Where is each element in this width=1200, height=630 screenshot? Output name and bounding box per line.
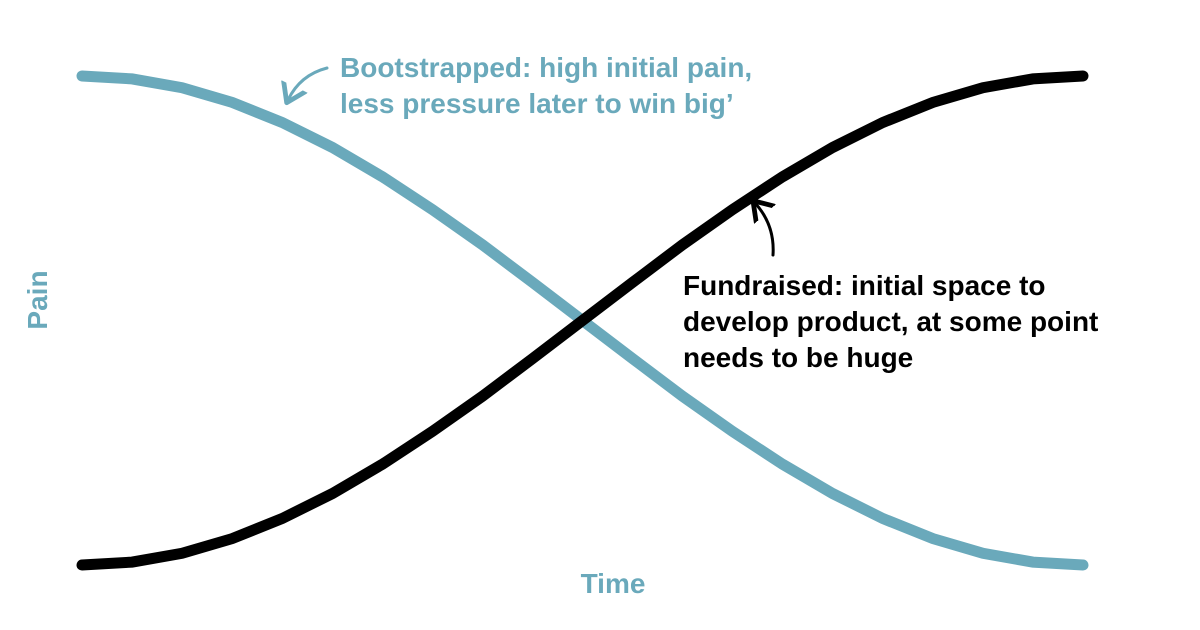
fundraised-arrow [755, 203, 773, 257]
x-axis-label: Time [581, 568, 646, 599]
series-line-fundraised [76, 70, 1089, 571]
bootstrapped-arrow [288, 66, 329, 100]
fundraised-annotation: Fundraised: initial space to develop pro… [683, 270, 1106, 373]
fundraised-annotation-line-3: needs to be huge [683, 342, 913, 373]
fundraised-annotation-line-2: develop product, at some point [683, 306, 1098, 337]
fundraised-annotation-line-1: Fundraised: initial space to [683, 270, 1046, 301]
bootstrapped-annotation-line-2: less pressure later to win big’ [340, 88, 734, 119]
bootstrapped-annotation: Bootstrapped: high initial pain, less pr… [340, 52, 760, 119]
bootstrapped-annotation-line-1: Bootstrapped: high initial pain, [340, 52, 752, 83]
y-axis-label: Pain [22, 270, 53, 329]
